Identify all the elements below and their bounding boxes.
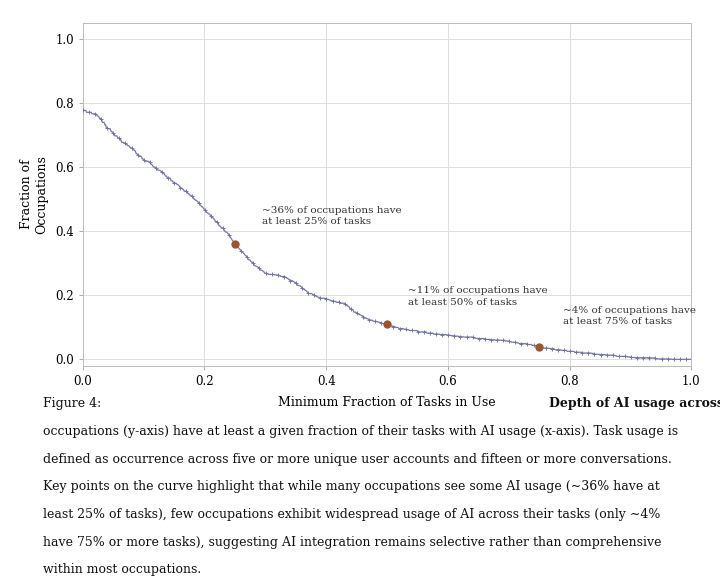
X-axis label: Minimum Fraction of Tasks in Use: Minimum Fraction of Tasks in Use bbox=[278, 396, 496, 409]
Text: ~11% of occupations have
at least 50% of tasks: ~11% of occupations have at least 50% of… bbox=[408, 286, 548, 306]
Text: ~36% of occupations have
at least 25% of tasks: ~36% of occupations have at least 25% of… bbox=[262, 206, 402, 226]
Text: have 75% or more tasks), suggesting AI integration remains selective rather than: have 75% or more tasks), suggesting AI i… bbox=[43, 536, 662, 549]
Text: Key points on the curve highlight that while many occupations see some AI usage : Key points on the curve highlight that w… bbox=[43, 480, 660, 494]
Text: least 25% of tasks), few occupations exhibit widespread usage of AI across their: least 25% of tasks), few occupations exh… bbox=[43, 508, 660, 521]
Text: ~4% of occupations have
at least 75% of tasks: ~4% of occupations have at least 75% of … bbox=[564, 306, 696, 325]
Text: occupations (y-axis) have at least a given fraction of their tasks with AI usage: occupations (y-axis) have at least a giv… bbox=[43, 425, 678, 438]
Text: Figure 4:: Figure 4: bbox=[43, 397, 105, 411]
Text: Depth of AI usage across occupations.: Depth of AI usage across occupations. bbox=[549, 397, 720, 411]
Text: defined as occurrence across five or more unique user accounts and fifteen or mo: defined as occurrence across five or mor… bbox=[43, 453, 672, 466]
Y-axis label: Fraction of
Occupations: Fraction of Occupations bbox=[20, 155, 48, 234]
Text: within most occupations.: within most occupations. bbox=[43, 563, 202, 576]
